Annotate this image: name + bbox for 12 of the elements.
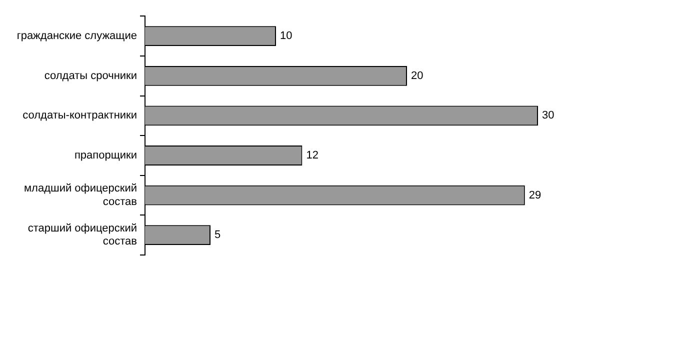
data-label: 20 [411,70,424,82]
data-label: 29 [528,189,542,202]
y-tick-label: гражданские служащие [16,30,137,42]
y-tick-label: солдаты срочники [44,70,137,82]
data-label: 10 [280,30,292,42]
y-tick-label: прапорщики [74,150,137,162]
y-tick-label: солдаты-контрактники [22,110,137,122]
y-tick-label: старший офицерский состав [28,222,138,248]
data-label: 5 [214,229,221,242]
data-label: 30 [542,110,554,122]
data-label: 12 [306,150,318,162]
y-tick-label: младший офицерский состав [24,182,138,208]
